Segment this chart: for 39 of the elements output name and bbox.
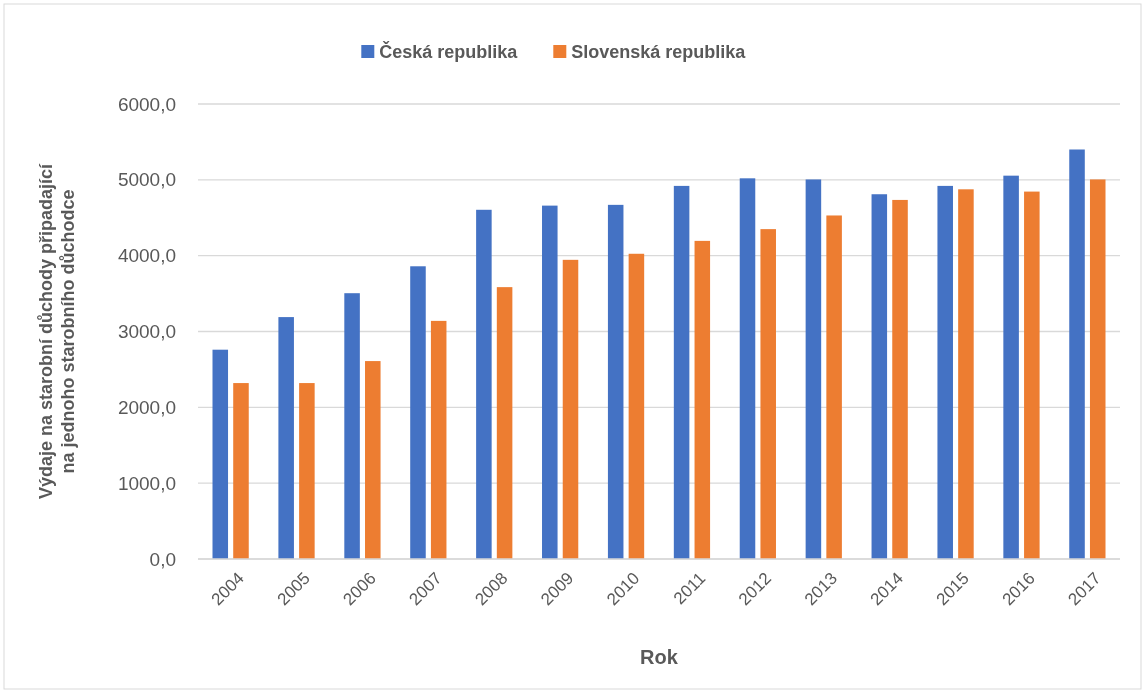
- bar: [805, 179, 822, 559]
- bar: [958, 189, 974, 559]
- bar: [344, 293, 360, 559]
- bar: [410, 266, 426, 559]
- bar: [1069, 149, 1085, 559]
- y-tick-label: 6000,0: [117, 93, 176, 115]
- bar: [937, 185, 953, 559]
- bar: [1003, 175, 1019, 559]
- bar: [694, 240, 711, 559]
- legend-label: Česká republika: [379, 41, 519, 63]
- y-tick-label: 1000,0: [117, 472, 176, 494]
- y-tick-label: 5000,0: [117, 169, 176, 191]
- bar: [892, 199, 908, 559]
- legend-label: Slovenská republika: [571, 42, 747, 63]
- bar: [233, 383, 249, 559]
- bar: [628, 253, 645, 559]
- y-tick-label: 3000,0: [117, 321, 176, 343]
- bar: [542, 205, 558, 559]
- bar: [476, 209, 492, 559]
- y-axis-title: Výdaje na starobní důchody připadající na jednoho starobního důchodce: [36, 162, 78, 500]
- bar: [673, 185, 690, 559]
- bar: [607, 204, 624, 559]
- bar: [760, 229, 776, 559]
- bar: [299, 383, 315, 559]
- y-tick-label: 2000,0: [117, 396, 176, 418]
- bar: [212, 349, 229, 559]
- y-tick-label: 0,0: [149, 548, 176, 570]
- bar: [1024, 191, 1040, 559]
- bar: [562, 259, 579, 559]
- bar: [1089, 179, 1106, 559]
- bar: [739, 178, 756, 559]
- bar: [496, 287, 513, 559]
- bar: [430, 320, 447, 559]
- x-axis-title: Rok: [640, 646, 679, 668]
- y-tick-label: 4000,0: [117, 245, 176, 267]
- bar: [826, 215, 842, 559]
- bar: [871, 194, 888, 559]
- bar: [278, 317, 294, 559]
- bar: [365, 361, 381, 559]
